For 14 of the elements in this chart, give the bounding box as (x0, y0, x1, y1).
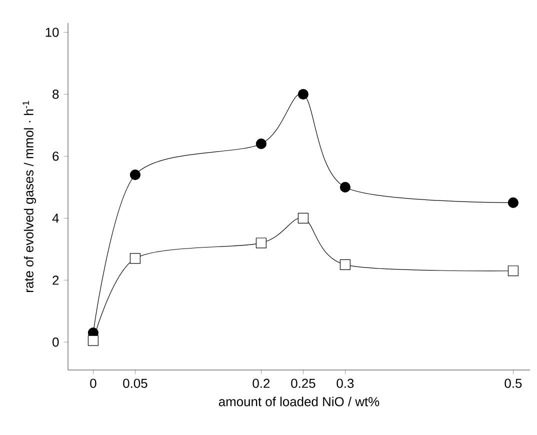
x-tick-label: 0.5 (504, 378, 522, 388)
x-tick-label: 0.2 (252, 378, 270, 388)
x-tick-label: 0.25 (291, 378, 316, 388)
y-tick-label: 4 (52, 214, 59, 223)
y-tick-label: 0 (52, 338, 59, 347)
y-tick-label: 8 (52, 90, 59, 99)
x-tick-label: 0.3 (336, 378, 354, 388)
y-tick-label: 6 (52, 152, 59, 161)
x-axis-title: amount of loaded NiO / wt% (218, 396, 380, 406)
x-tick-label: 0.05 (123, 378, 148, 388)
y-tick-label: 10 (46, 28, 59, 37)
y-axis-title: rate of evolved gases / mmol · h$^{-1}$ (22, 101, 36, 292)
x-tick-label: 0 (90, 378, 96, 388)
y-tick-label: 2 (52, 276, 59, 285)
